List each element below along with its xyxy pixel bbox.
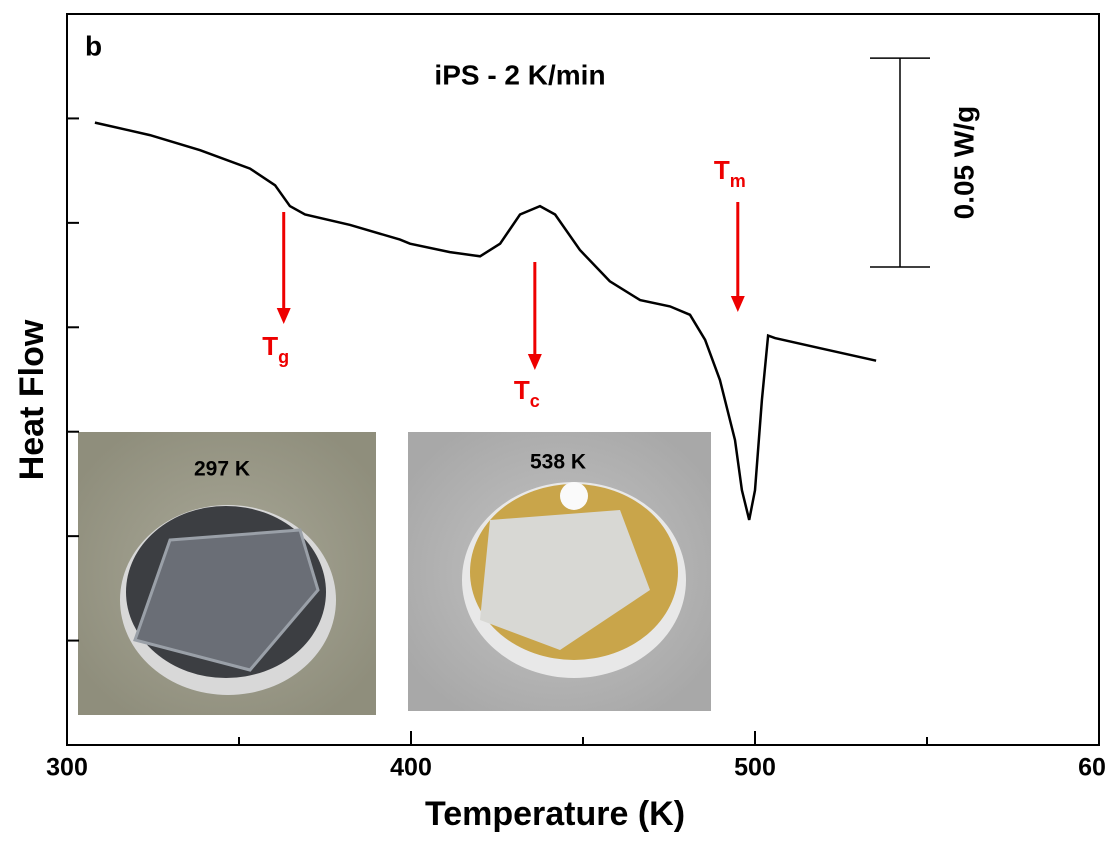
x-axis-label: Temperature (K) (425, 795, 685, 833)
scale-bar: 0.05 W/g (870, 57, 979, 268)
x-tick-label: 500 (734, 754, 776, 782)
annotation-sub: c (530, 391, 540, 411)
x-tick-label: 600 (1078, 754, 1107, 782)
photo-label: 297 K (194, 458, 250, 481)
photo-label: 538 K (530, 451, 586, 474)
annotation-sub: g (278, 347, 289, 367)
photo-297: 297 K (78, 432, 376, 715)
annotation-text: T (714, 155, 730, 185)
annotation-text: T (262, 331, 278, 361)
annotation-label: Tc (514, 375, 540, 411)
y-axis-label: Heat Flow (13, 319, 51, 480)
chart-title: iPS - 2 K/min (434, 59, 605, 90)
annotation-arrowhead (276, 308, 291, 324)
dsc-curve (94, 121, 877, 521)
x-tick-label: 300 (46, 754, 88, 782)
scale-bar-label: 0.05 W/g (948, 106, 979, 220)
annotation-label: Tg (262, 331, 289, 367)
photo-538: 538 K (408, 432, 711, 711)
annotation-sub: m (730, 171, 746, 191)
annotation-arrowhead (730, 296, 745, 312)
x-tick-label: 400 (390, 754, 432, 782)
panel-label: b (85, 30, 102, 61)
annotation-arrowhead (527, 354, 542, 370)
annotation-label: Tm (714, 155, 746, 191)
annotation-text: T (514, 375, 530, 405)
